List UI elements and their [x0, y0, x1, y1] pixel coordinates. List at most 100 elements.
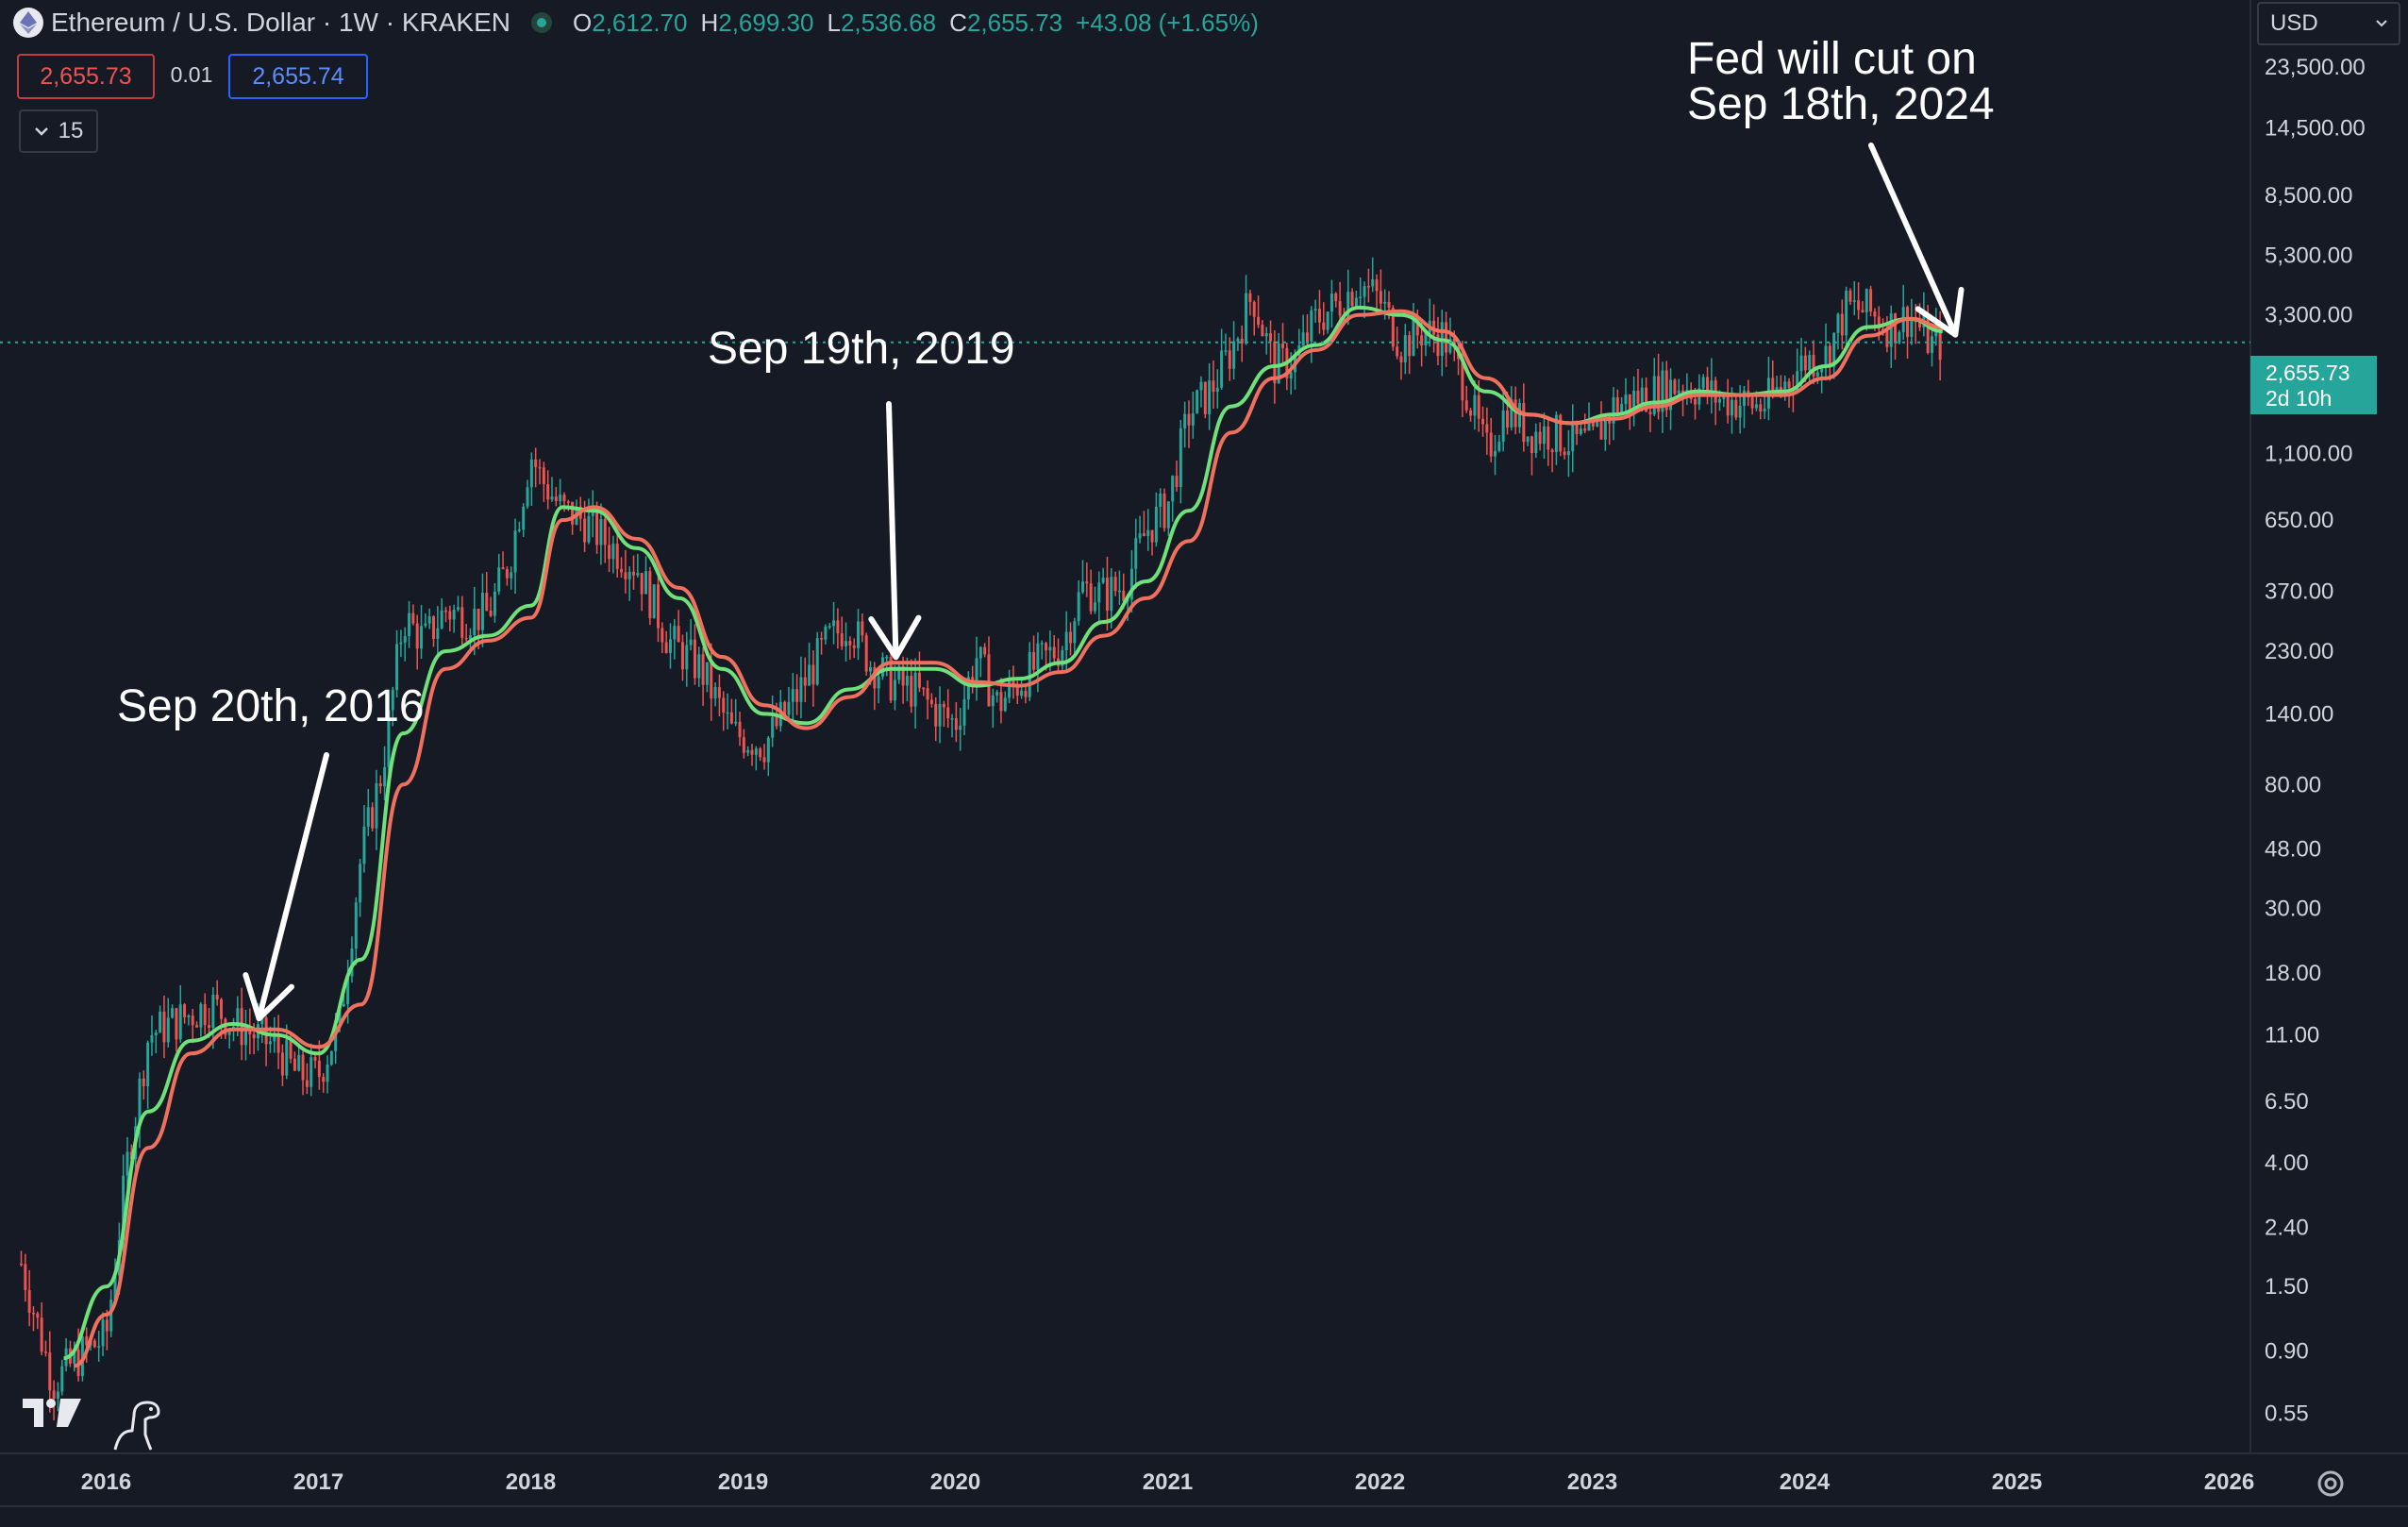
candle-body — [1273, 341, 1277, 384]
candle-body — [1008, 680, 1012, 698]
candle-body — [456, 607, 460, 610]
candle-body — [1420, 335, 1424, 346]
last-price-label: 2,655.73 2d 10h — [2250, 356, 2377, 414]
candle-body — [1191, 412, 1195, 426]
candle-body — [510, 572, 513, 579]
candle-body — [929, 699, 933, 705]
candle-body — [73, 1349, 76, 1364]
candle-body — [175, 1008, 178, 1040]
candle-body — [366, 807, 370, 827]
last-price-countdown: 2d 10h — [2266, 386, 2332, 411]
tradingview-logo-icon[interactable] — [23, 1397, 81, 1429]
candle-body — [362, 826, 366, 864]
price-tick-label: 18.00 — [2265, 961, 2321, 986]
currency-select[interactable]: USD — [2257, 2, 2400, 45]
candle-body — [652, 584, 656, 619]
candle-body — [342, 1004, 345, 1007]
candle-body — [1473, 394, 1477, 416]
price-tick-label: 23,500.00 — [2265, 55, 2366, 80]
candle-body — [983, 646, 987, 655]
candle-body — [1069, 631, 1073, 644]
candle-body — [1310, 310, 1313, 342]
candle-body — [554, 496, 558, 501]
candle-body — [1828, 345, 1831, 367]
candle-body — [791, 689, 794, 702]
candle-body — [1085, 581, 1089, 584]
candle-body — [705, 662, 709, 685]
change-value: +43.08 (+1.65%) — [1076, 8, 1259, 37]
candle-body — [820, 638, 824, 640]
candle-body — [1469, 410, 1473, 416]
time-tick-label: 2025 — [1992, 1469, 2042, 1495]
candle-body — [227, 1029, 231, 1035]
candle-body — [477, 608, 480, 630]
time-axis[interactable]: 2016 2017 2018 2019 2020 2021 2022 2023 2024 2025… — [81, 1469, 2254, 1495]
sell-button[interactable]: 2,655.73 — [17, 54, 155, 99]
candle-body — [648, 571, 652, 619]
candle-body — [697, 654, 701, 679]
candle-body — [109, 1299, 113, 1332]
candle-body — [608, 545, 611, 560]
candle-body — [734, 721, 738, 724]
candle-body — [742, 737, 745, 753]
candle-body — [1624, 394, 1628, 404]
candle-body — [252, 1033, 256, 1039]
candle-body — [991, 695, 995, 707]
candle-body — [420, 626, 424, 649]
buy-button[interactable]: 2,655.74 — [228, 54, 368, 99]
candle-body — [485, 593, 489, 612]
candle-body — [1138, 533, 1142, 539]
candle-body — [808, 664, 811, 686]
candle-body — [1910, 316, 1914, 337]
candle-body — [713, 687, 717, 699]
close-label: C — [949, 8, 967, 37]
candle-body — [191, 1015, 194, 1026]
candle-body — [754, 748, 758, 755]
time-tick-label: 2021 — [1143, 1469, 1193, 1495]
dinosaur-icon[interactable] — [111, 1399, 162, 1451]
candle-body — [959, 725, 962, 730]
candle-body — [309, 1057, 313, 1087]
candle-body — [583, 518, 587, 543]
candle-body — [611, 544, 615, 560]
candle-body — [375, 783, 378, 829]
candle-body — [497, 567, 501, 592]
chevron-down-icon — [2376, 20, 2387, 27]
candle-body — [978, 646, 982, 659]
symbol-title[interactable]: Ethereum / U.S. Dollar · 1W · KRAKEN — [51, 8, 511, 37]
low-label: L — [827, 8, 841, 37]
candle-body — [559, 495, 562, 501]
candle-body — [1354, 297, 1358, 307]
candle-body — [105, 1319, 109, 1332]
candle-body — [20, 1263, 23, 1266]
currency-value: USD — [2270, 10, 2318, 36]
candle-body — [1840, 313, 1844, 336]
candle-body — [566, 501, 570, 503]
indicators-toggle-button[interactable]: 15 — [19, 109, 98, 153]
price-tick-label: 3,300.00 — [2265, 303, 2352, 328]
candle-body — [1093, 602, 1096, 612]
candle-body — [187, 1015, 191, 1017]
candle-body — [966, 677, 970, 700]
candle-body — [85, 1336, 89, 1346]
candle-body — [942, 703, 945, 708]
candle-body — [1506, 411, 1509, 428]
candle-body — [885, 656, 889, 659]
settings-gear-icon[interactable] — [2314, 1467, 2348, 1501]
candle-body — [632, 571, 636, 576]
candle-body — [1383, 301, 1387, 304]
candle-body — [542, 467, 545, 485]
candle-body — [787, 701, 791, 715]
candle-body — [1664, 370, 1668, 411]
price-axis[interactable]: 23,500.00 14,500.00 8,500.00 5,300.00 3,300.… — [2265, 55, 2366, 1426]
candle-body — [857, 621, 861, 648]
candle-body — [92, 1340, 96, 1348]
candle-body — [1579, 428, 1582, 434]
open-value: 2,612.70 — [592, 8, 688, 37]
candle-body — [273, 1034, 276, 1042]
candle-body — [1820, 368, 1824, 373]
price-tick-label: 4.00 — [2265, 1150, 2309, 1176]
indicators-count: 15 — [58, 118, 84, 143]
candle-body — [1734, 399, 1738, 418]
